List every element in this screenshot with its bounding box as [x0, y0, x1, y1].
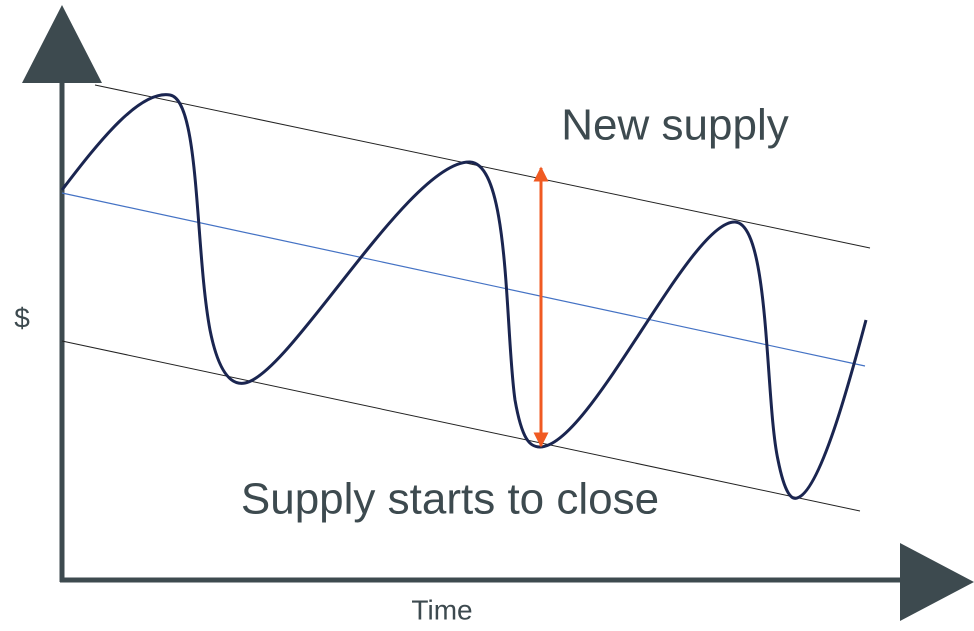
lower-channel	[61, 340, 861, 512]
top-label: New supply	[561, 101, 788, 150]
trend-line	[61, 192, 866, 367]
price-cycle	[60, 93, 868, 500]
bottom-label: Supply starts to close	[241, 475, 659, 524]
x-axis-label: Time	[411, 594, 472, 625]
y-axis-arrow	[22, 5, 102, 83]
upper-channel	[94, 84, 871, 249]
x-axis-arrow	[900, 543, 974, 621]
y-axis-label: $	[14, 302, 30, 333]
